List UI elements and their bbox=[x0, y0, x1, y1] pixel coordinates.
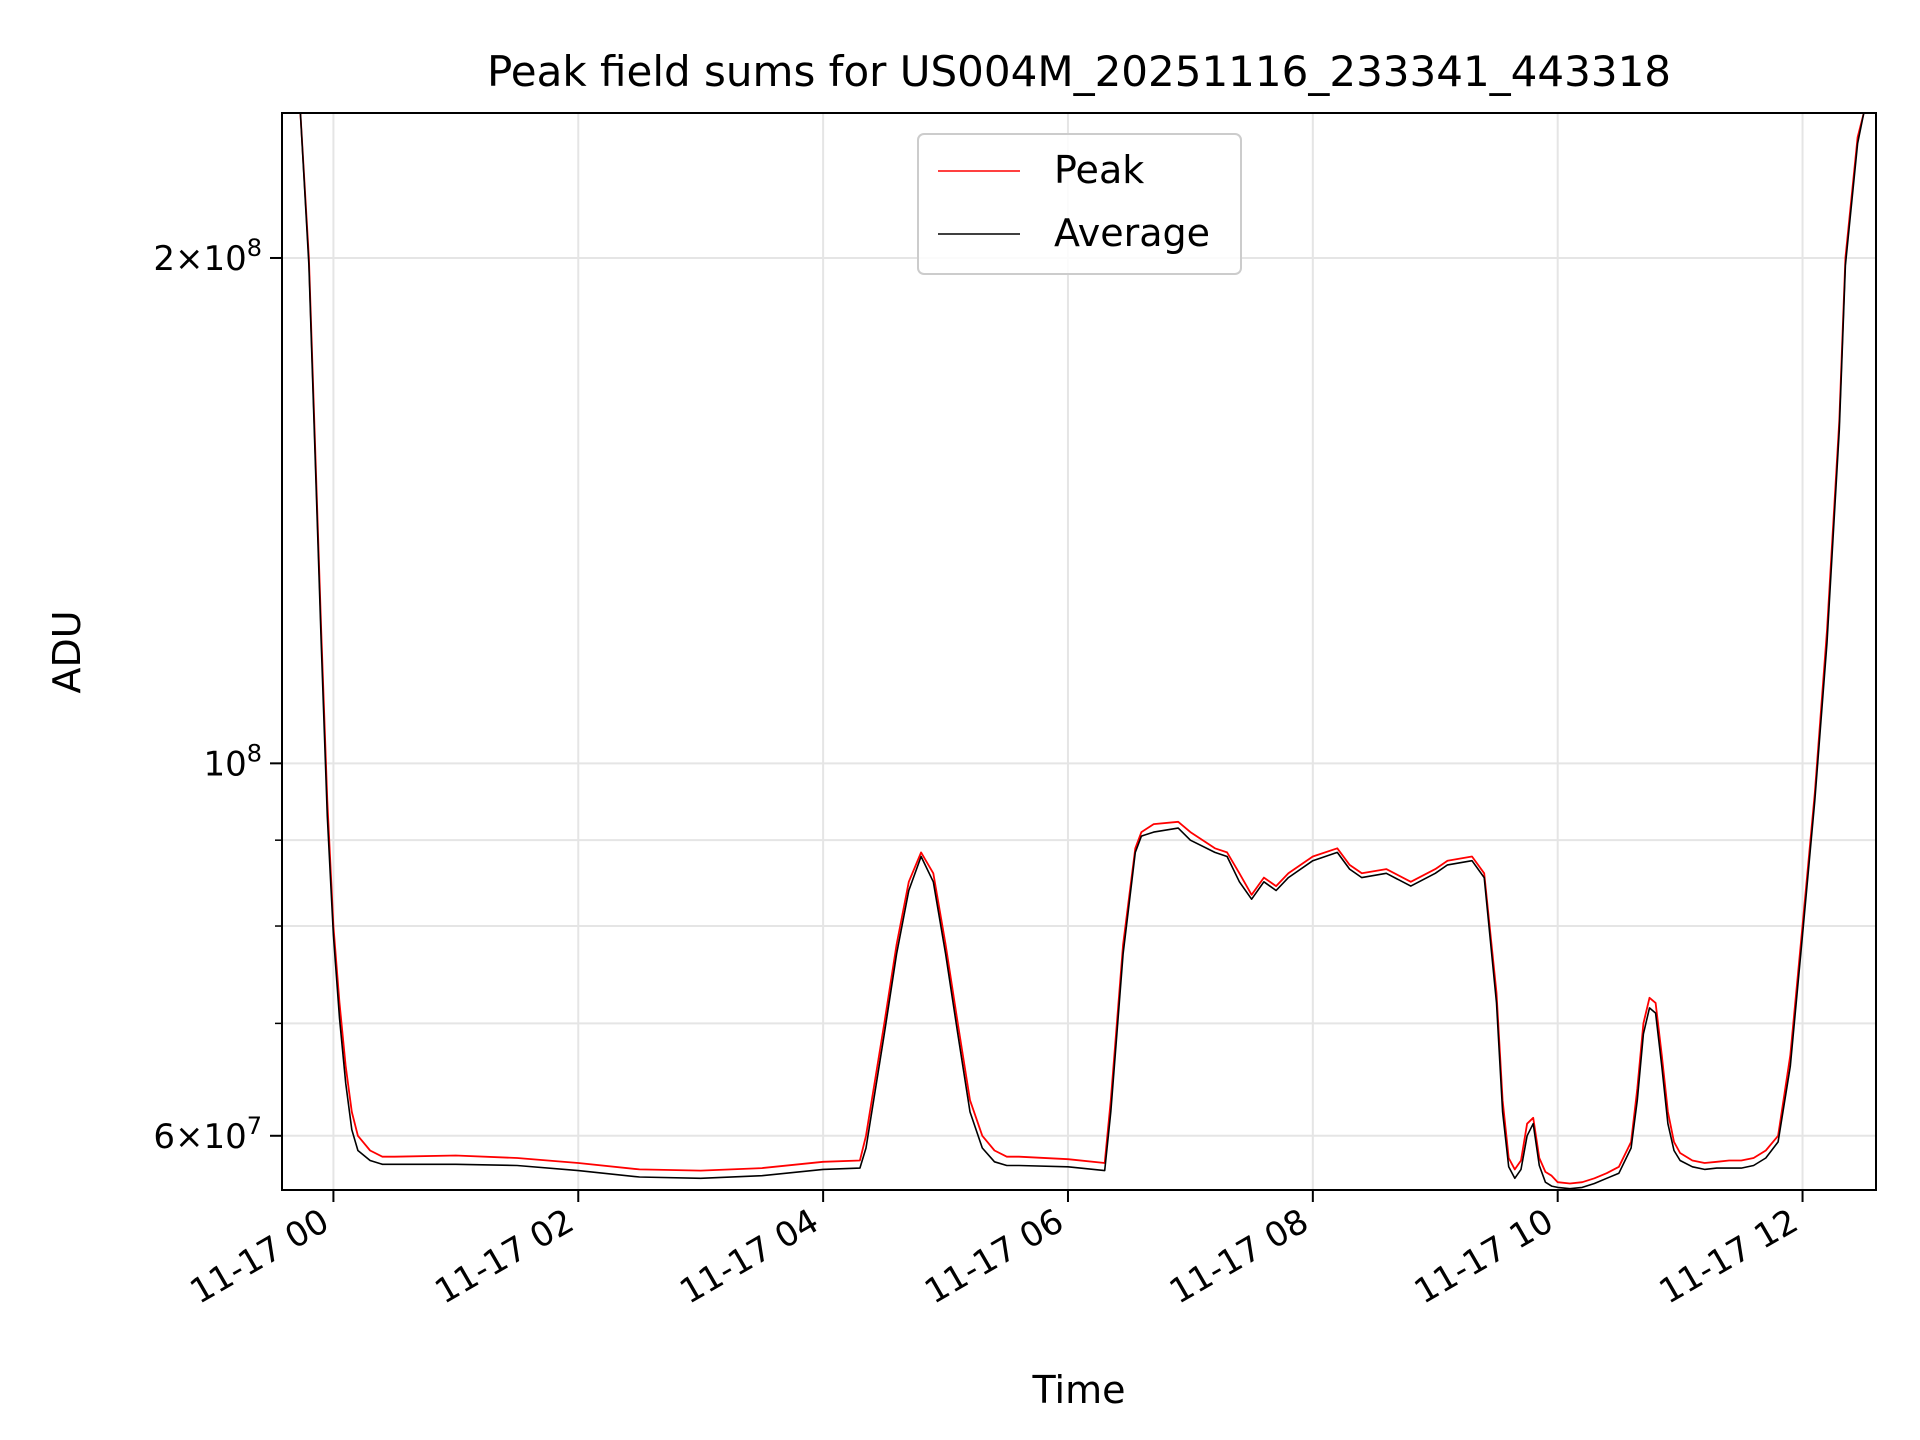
series-layer bbox=[296, 113, 1865, 1190]
legend-box bbox=[917, 133, 1242, 275]
x-tick-label: 11-17 08 bbox=[1163, 1201, 1315, 1312]
series-line-peak bbox=[296, 113, 1865, 1185]
y-tick-label: 2×108 bbox=[153, 234, 262, 279]
chart-title: Peak field sums for US004M_20251116_2333… bbox=[487, 47, 1671, 96]
y-axis-ticks: 6×107 108 2×108 bbox=[153, 234, 282, 1157]
x-tick-label: 11-17 06 bbox=[918, 1201, 1070, 1312]
x-tick-label: 11-17 10 bbox=[1408, 1201, 1560, 1312]
legend-label-average: Average bbox=[1054, 211, 1210, 255]
legend: Peak Average bbox=[917, 133, 1242, 275]
x-tick-label: 11-17 12 bbox=[1653, 1201, 1805, 1312]
x-tick-label: 11-17 00 bbox=[184, 1201, 336, 1312]
series-line-average bbox=[296, 113, 1865, 1190]
x-axis-label: Time bbox=[1032, 1368, 1126, 1412]
legend-label-peak: Peak bbox=[1054, 148, 1144, 192]
plot-frame bbox=[281, 112, 1877, 1191]
x-tick-label: 11-17 02 bbox=[428, 1201, 580, 1312]
x-axis-ticks: 11-17 00 11-17 02 11-17 04 11-17 06 11-17 08… bbox=[184, 1190, 1805, 1312]
y-axis-label: ADU bbox=[45, 610, 89, 693]
y-tick-label: 108 bbox=[203, 739, 262, 784]
y-tick-label: 6×107 bbox=[153, 1112, 262, 1157]
x-tick-label: 11-17 04 bbox=[673, 1201, 825, 1312]
